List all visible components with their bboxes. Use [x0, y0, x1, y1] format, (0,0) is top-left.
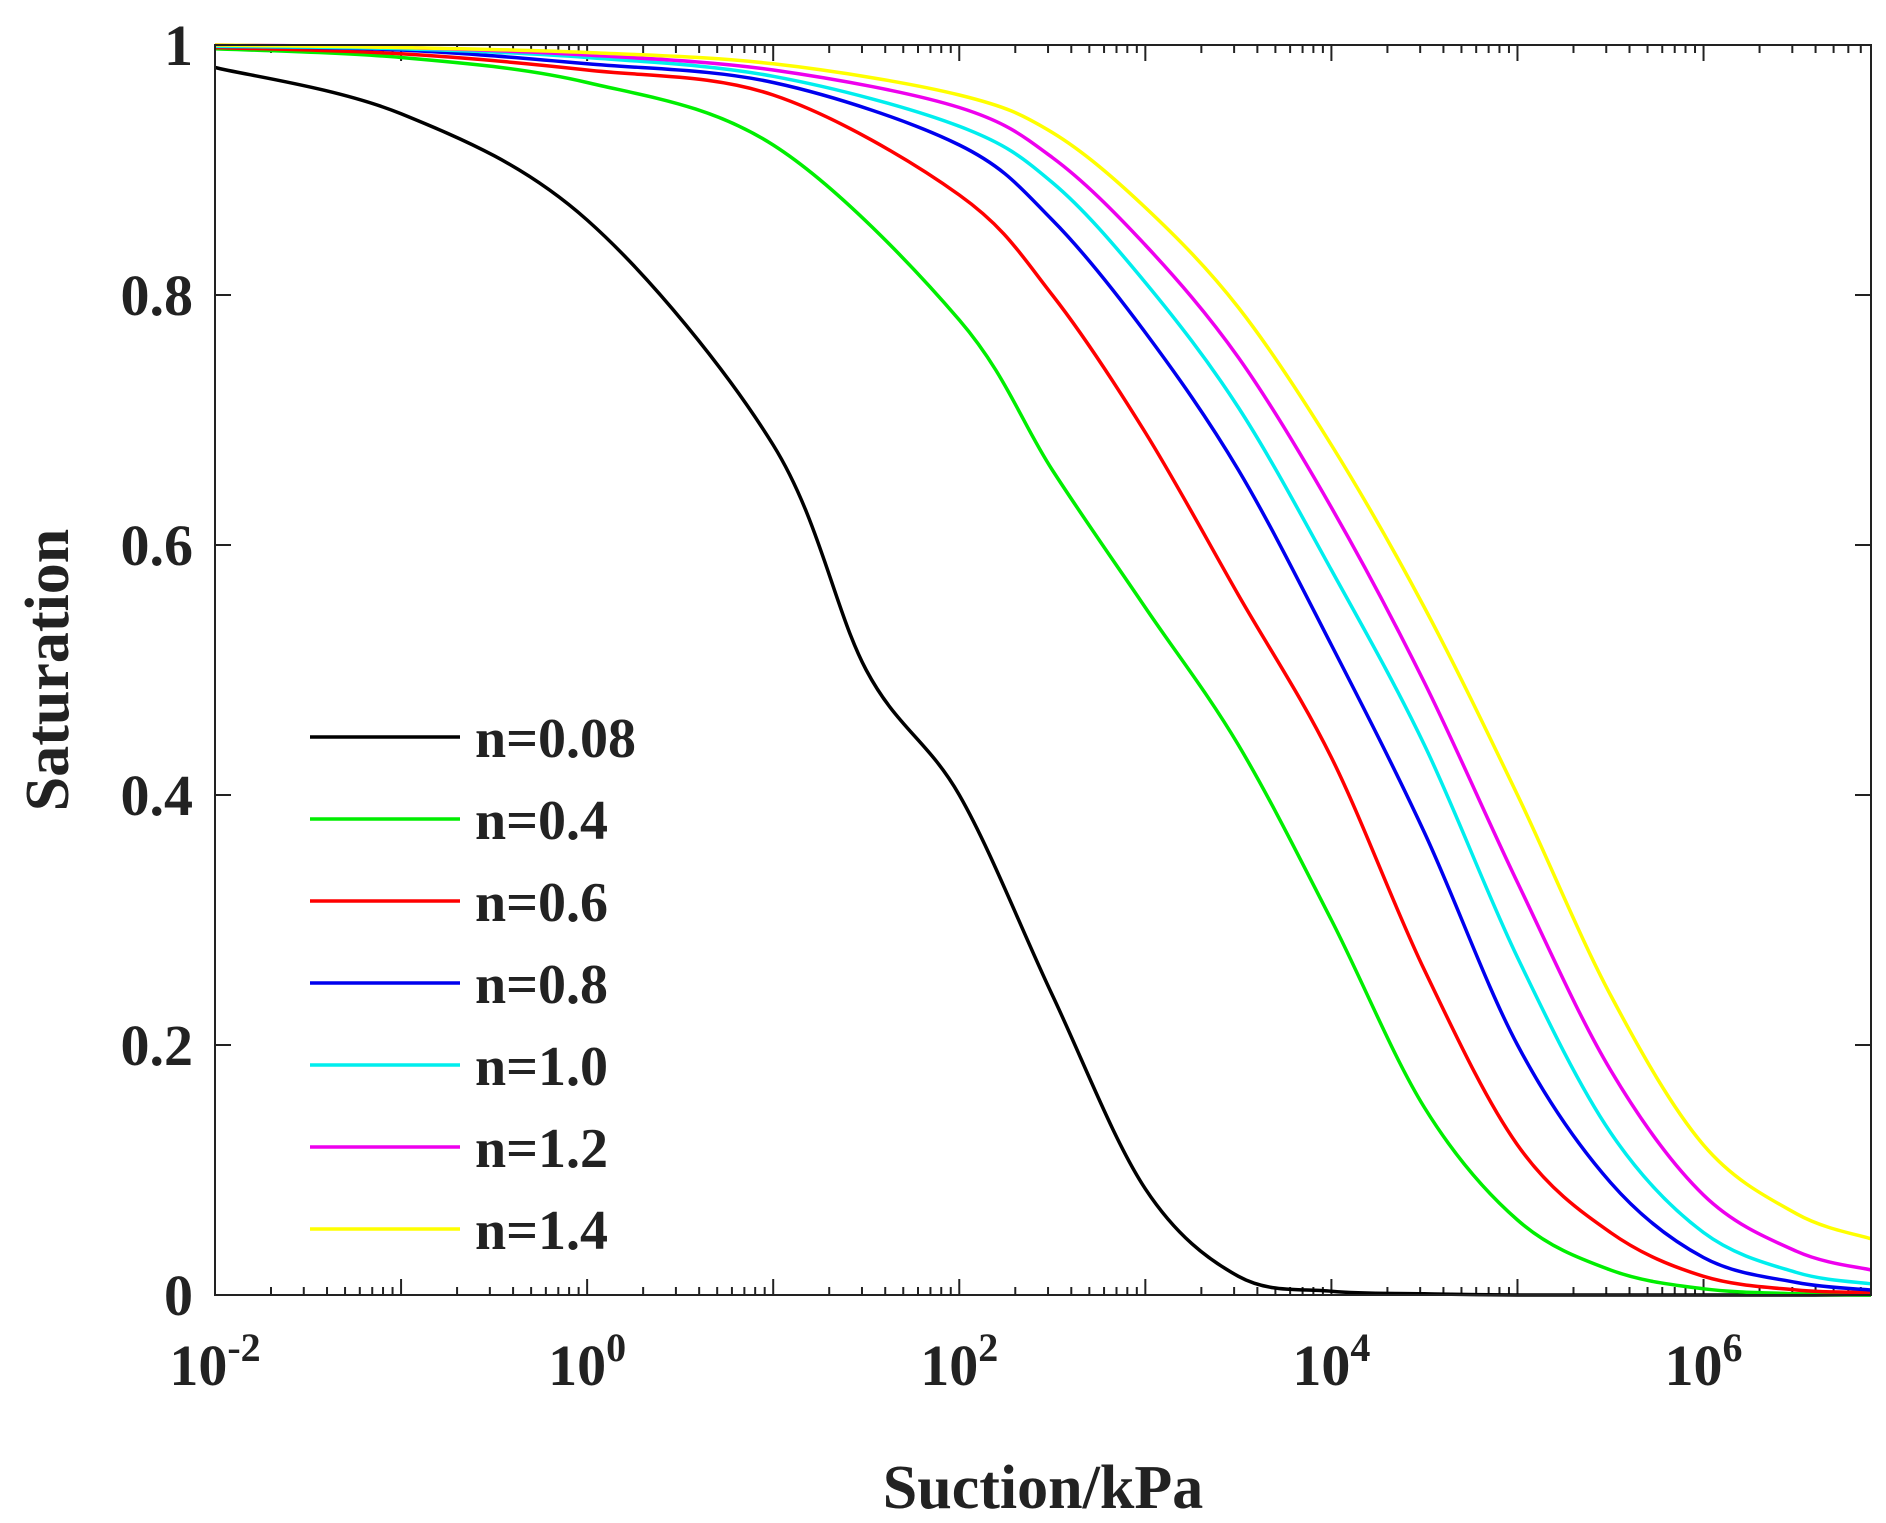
legend-label: n=0.6	[475, 872, 608, 934]
y-tick-label: 0	[164, 1263, 193, 1328]
y-axis-title: Saturation	[14, 529, 82, 811]
legend-label: n=0.8	[475, 954, 608, 1016]
legend-label: n=1.0	[475, 1036, 608, 1098]
y-tick-label: 0.2	[121, 1013, 194, 1078]
legend: n=0.08 n=0.4 n=0.6 n=0.8 n=1.0 n=1.2 n=1.4	[310, 708, 636, 1262]
x-tick-label: 102	[920, 1325, 998, 1398]
legend-label: n=1.4	[475, 1200, 608, 1262]
y-tick-label: 0.8	[121, 263, 194, 328]
series-line-n-0-8	[214, 44, 1872, 1292]
x-tick-labels: 10-2 100 102 104 106	[169, 1325, 1742, 1398]
plot-frame	[214, 44, 1872, 1296]
legend-label: n=1.2	[475, 1118, 608, 1180]
x-tick-label: 100	[548, 1325, 626, 1398]
series-line-n-1-0	[214, 44, 1872, 1286]
legend-label: n=0.4	[475, 790, 608, 852]
x-axis-title: Suction/kPa	[883, 1454, 1203, 1522]
x-tick-label: 104	[1292, 1325, 1370, 1398]
y-tick-labels: 0 0.2 0.4 0.6 0.8 1	[121, 13, 194, 1328]
y-tick-label: 0.4	[121, 763, 194, 828]
y-tick-label: 1	[164, 13, 193, 78]
series-line-n-1-4	[214, 43, 1872, 1241]
x-tick-label: 106	[1665, 1325, 1743, 1398]
x-tick-label: 10-2	[169, 1325, 260, 1398]
series-line-n-0-4	[214, 47, 1872, 1297]
legend-label: n=0.08	[475, 708, 636, 770]
series-line-n-1-2	[214, 43, 1872, 1272]
y-tick-label: 0.6	[121, 513, 194, 578]
series-line-n-0-6	[214, 45, 1872, 1295]
